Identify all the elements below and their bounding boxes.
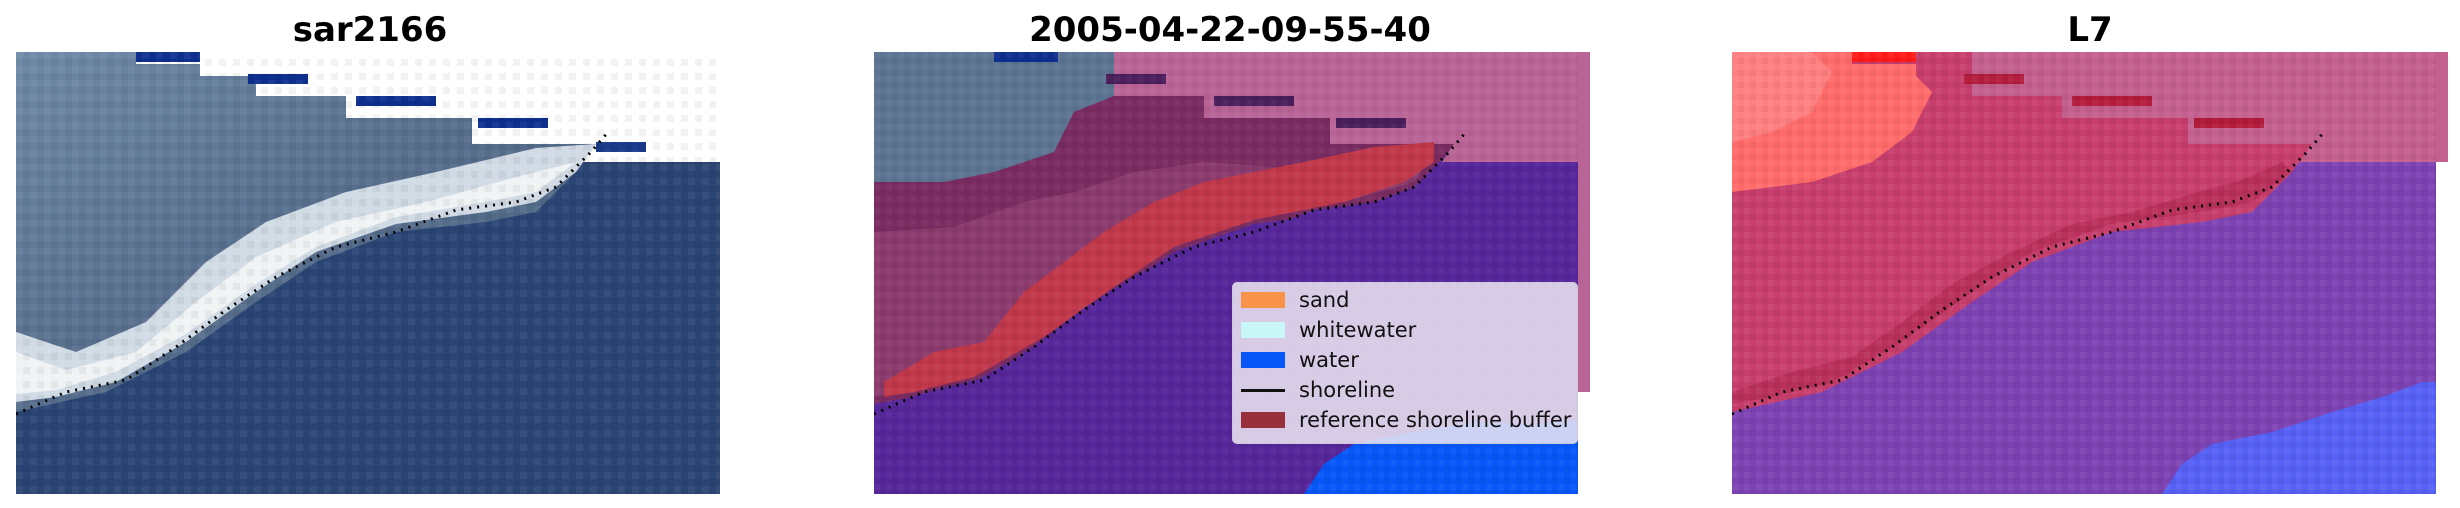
legend-item-sand: sand <box>1233 285 1577 315</box>
legend-swatch-water <box>1241 352 1285 368</box>
legend-item-water: water <box>1233 345 1577 375</box>
panel-title-classification: 2005-04-22-09-55-40 <box>1029 10 1431 50</box>
panel-rgb: sar2166 <box>0 0 740 508</box>
legend: sand whitewater water shoreline referenc… <box>1232 282 1578 444</box>
panel-title-rgb: sar2166 <box>292 10 448 50</box>
legend-line-shoreline <box>1241 389 1285 392</box>
probability-image <box>1732 52 2448 494</box>
legend-item-buffer: reference shoreline buffer <box>1233 405 1577 435</box>
legend-item-whitewater: whitewater <box>1233 315 1577 345</box>
legend-swatch-sand <box>1241 292 1285 308</box>
legend-label-shoreline: shoreline <box>1299 378 1396 402</box>
panel-probability: L7 <box>1720 0 2460 508</box>
legend-label-sand: sand <box>1299 288 1350 312</box>
legend-swatch-whitewater <box>1241 322 1285 338</box>
legend-label-water: water <box>1299 348 1359 372</box>
rgb-image <box>16 52 720 494</box>
panel-classification: 2005-04-22-09-55-40 <box>860 0 1600 508</box>
panel-title-probability: L7 <box>2067 10 2113 50</box>
legend-label-buffer: reference shoreline buffer <box>1299 408 1572 432</box>
legend-item-shoreline: shoreline <box>1233 375 1577 405</box>
legend-swatch-buffer <box>1241 412 1285 428</box>
legend-label-whitewater: whitewater <box>1299 318 1417 342</box>
